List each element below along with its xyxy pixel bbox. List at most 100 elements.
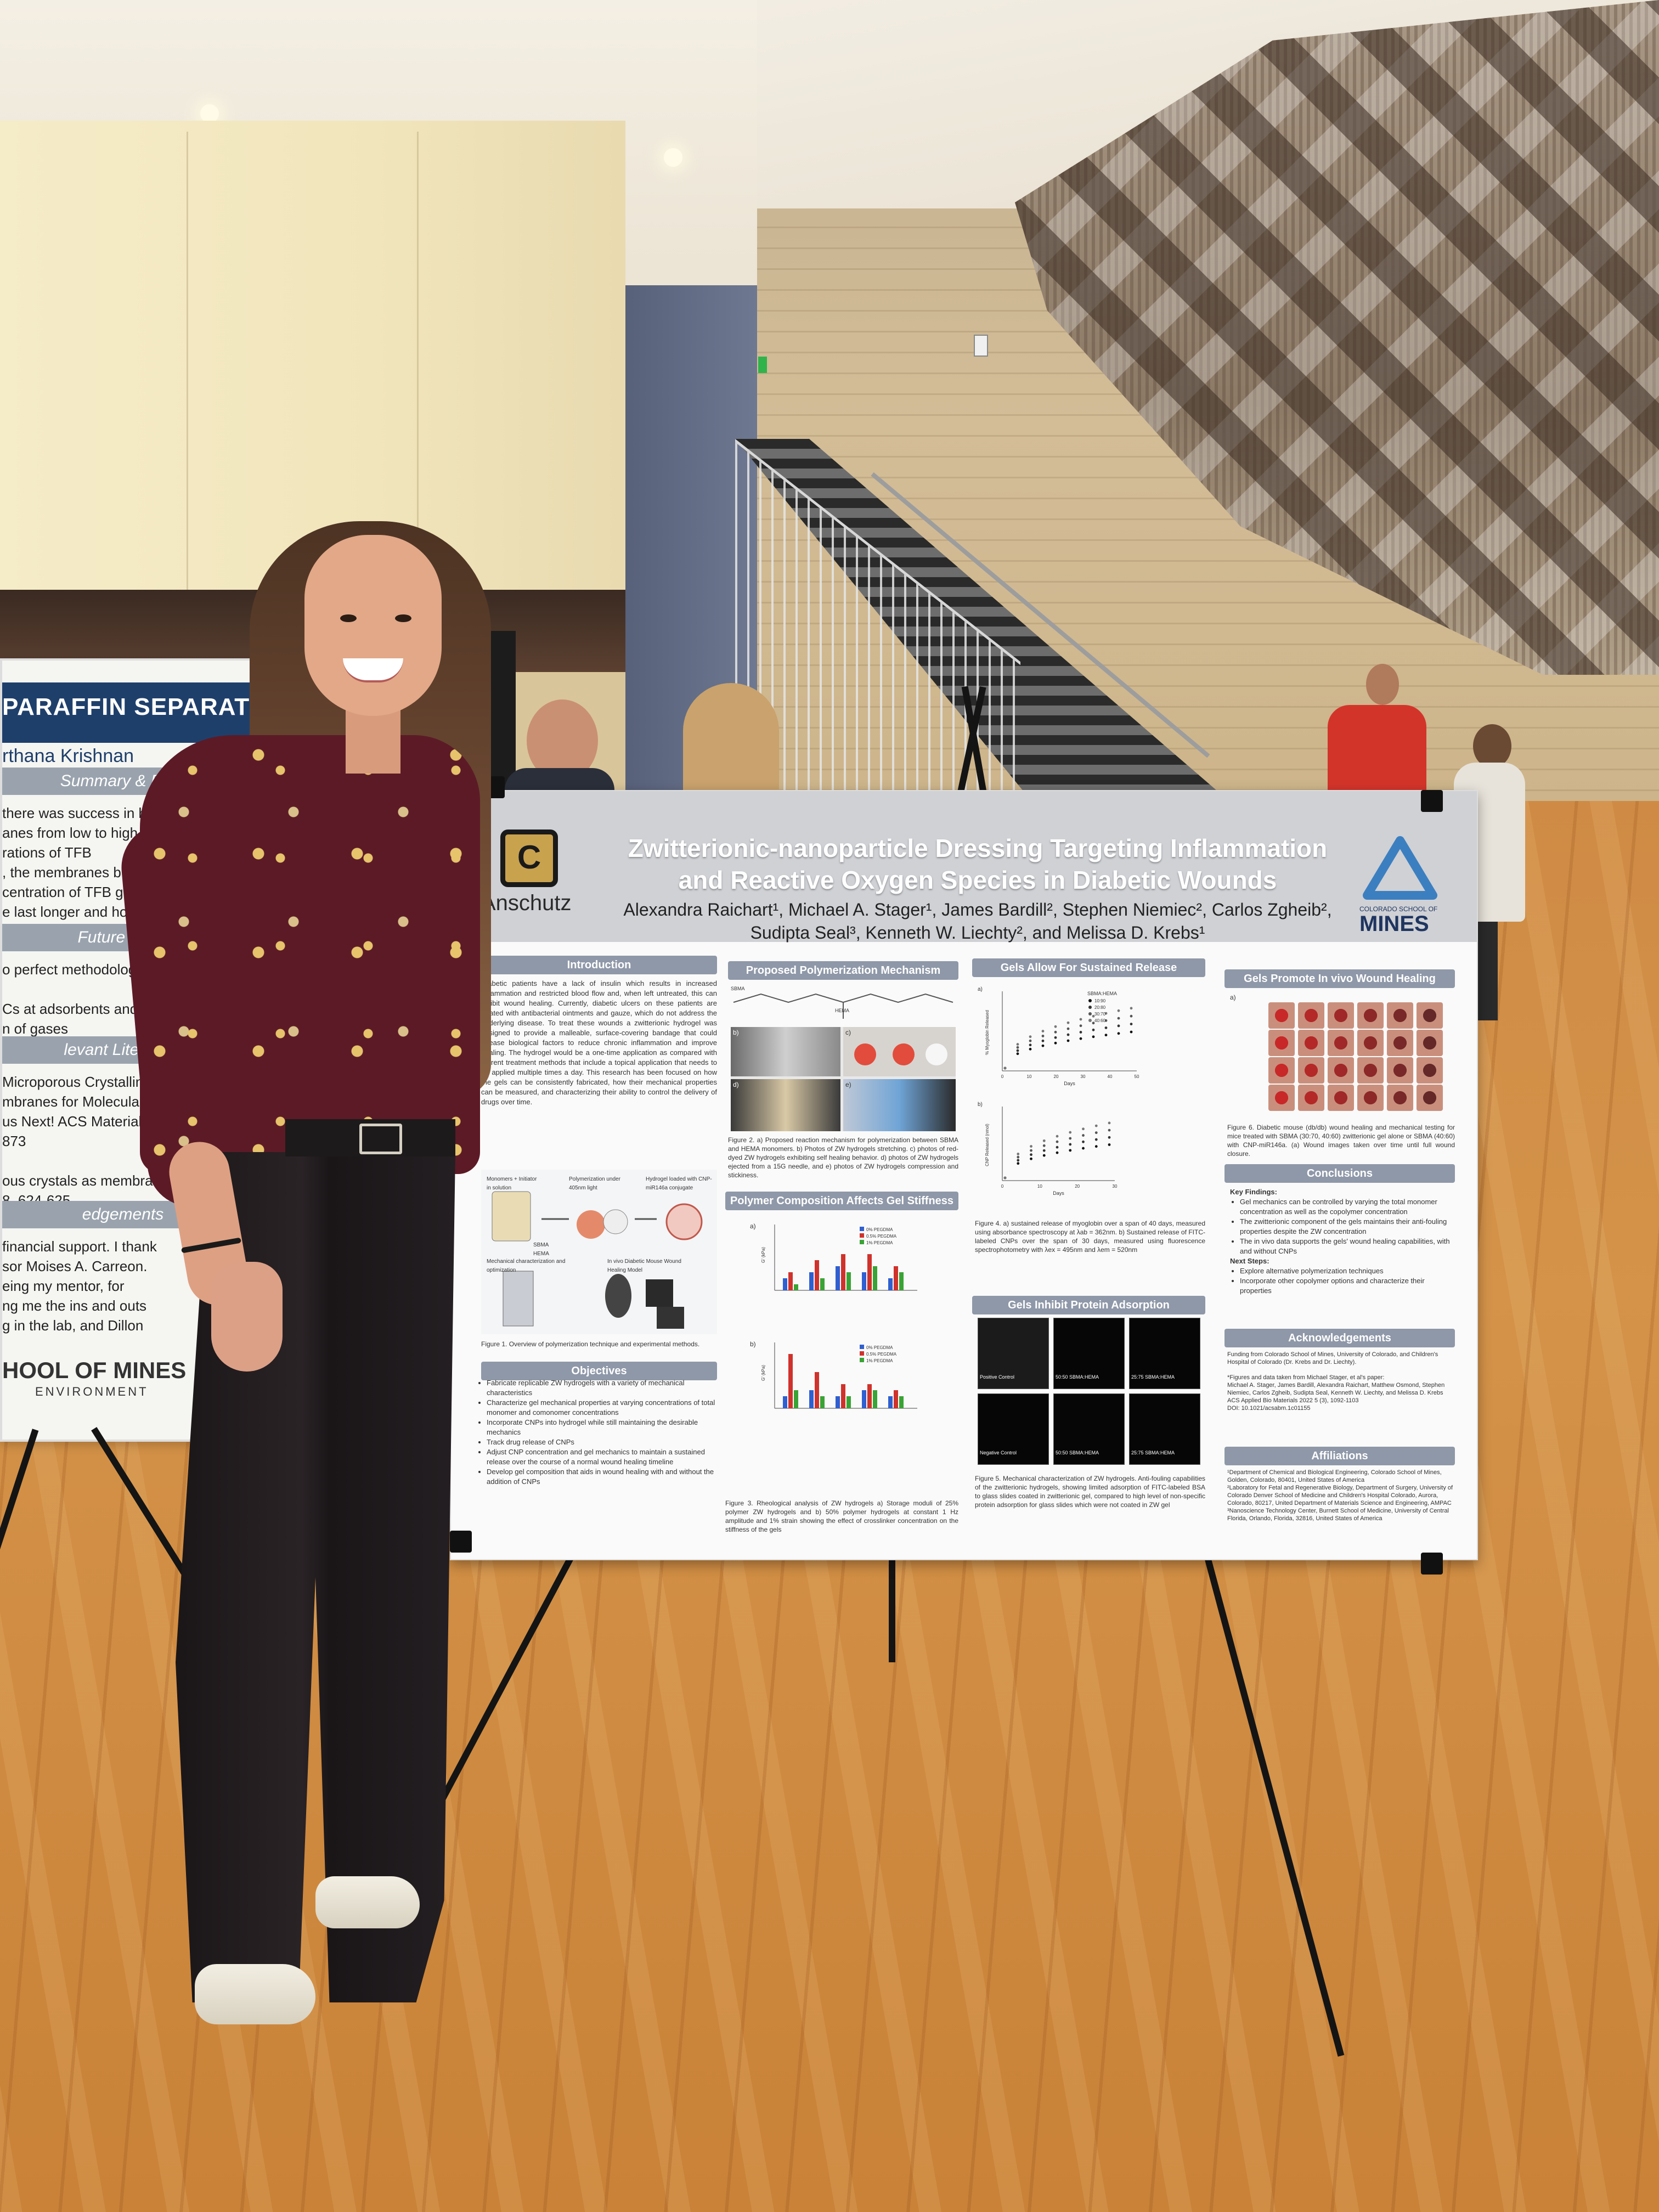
tick-label: 40 <box>1108 1074 1113 1079</box>
wound-photo <box>1298 1030 1324 1056</box>
microscopy-image <box>1129 1393 1200 1465</box>
data-point <box>1066 1033 1070 1036</box>
chart-bar <box>862 1272 866 1290</box>
chart-bar <box>847 1396 851 1408</box>
mines-triangle-icon <box>1363 836 1437 900</box>
figure1-caption: Figure 1. Overview of polymerization tec… <box>481 1340 700 1348</box>
figure5-caption: Figure 5. Mechanical characterization of… <box>975 1475 1205 1509</box>
objective-item: Adjust CNP concentration and gel mechani… <box>487 1447 728 1467</box>
chart-bar <box>873 1390 877 1408</box>
chart-bar <box>820 1396 825 1408</box>
data-point <box>1030 1145 1032 1148</box>
data-point <box>1016 1046 1019 1049</box>
binder-clip-icon <box>450 1531 472 1553</box>
data-point <box>1054 1041 1057 1045</box>
ceiling-light <box>664 148 682 167</box>
objective-item: Fabricate replicable ZW hydrogels with a… <box>487 1378 728 1398</box>
wound-photo <box>1298 1085 1324 1111</box>
objectives-heading: Objectives <box>481 1362 717 1380</box>
data-point <box>1082 1134 1085 1137</box>
microscopy-label: 50:50 SBMA:HEMA <box>1056 1374 1099 1380</box>
woman-face <box>304 535 442 716</box>
microscopy-label: Negative Control <box>980 1450 1017 1455</box>
left-poster-author: rthana Krishnan <box>2 746 134 766</box>
data-point <box>1092 1035 1095 1039</box>
microscopy-image <box>1053 1318 1125 1389</box>
data-point <box>1082 1140 1085 1143</box>
data-point <box>1069 1143 1072 1146</box>
data-point <box>1066 1039 1070 1042</box>
tick-label: 0 <box>1001 1074 1004 1079</box>
axis-label: Days <box>1053 1190 1064 1196</box>
fig1-label: Polymerization under 405nm light <box>569 1176 620 1191</box>
chart-bar <box>788 1354 793 1408</box>
ceiling-light <box>200 104 219 123</box>
data-point <box>1054 1036 1057 1039</box>
mechanism-label: SBMA <box>731 986 745 991</box>
data-point <box>1041 1039 1045 1042</box>
data-point <box>1016 1052 1019 1056</box>
tick-label: 20 <box>1054 1074 1059 1079</box>
protein-heading: Gels Inhibit Protein Adsorption <box>972 1296 1205 1314</box>
acknowledgements-text: Funding from Colorado School of Mines, U… <box>1227 1351 1445 1412</box>
data-point <box>1029 1047 1032 1051</box>
exit-light <box>758 357 767 373</box>
blonde-woman <box>683 683 779 809</box>
wound-photo <box>1417 1030 1443 1056</box>
finding-item: Gel mechanics can be controlled by varyi… <box>1240 1197 1452 1217</box>
chart-bar <box>899 1272 904 1290</box>
fig1-label: Monomers + Initiator in solution <box>487 1176 537 1191</box>
wound-photo <box>1268 1002 1295 1029</box>
tick-label: 10 <box>1037 1184 1042 1189</box>
data-point <box>1017 1155 1020 1159</box>
poster-title-line: and Reactive Oxygen Species in Diabetic … <box>678 866 1277 894</box>
wound-photo <box>1417 1085 1443 1111</box>
legend-label: 20:80 <box>1094 1005 1106 1010</box>
panel-label: b) <box>978 1102 983 1108</box>
legend-swatch <box>860 1227 864 1231</box>
objectives-list: Fabricate replicable ZW hydrogels with a… <box>467 1378 728 1487</box>
data-point <box>1016 1043 1019 1046</box>
wall-panel-seam <box>187 132 188 592</box>
data-point <box>1066 1027 1070 1030</box>
panel-label: a) <box>750 1222 756 1230</box>
chart-bar <box>894 1266 898 1290</box>
red-shirt-man-body <box>1328 705 1426 804</box>
panel-label: a) <box>1230 994 1236 1001</box>
next-step-item: Incorporate other copolymer options and … <box>1240 1276 1452 1296</box>
data-point <box>1041 1035 1045 1037</box>
introduction-heading: Introduction <box>481 956 717 974</box>
chart-bar <box>899 1396 904 1408</box>
data-point <box>1017 1153 1020 1155</box>
data-point <box>1069 1131 1072 1134</box>
left-poster-title: PARAFFIN SEPARATION <box>2 693 263 720</box>
wound-photo <box>1387 1057 1413 1084</box>
figure1-diagram <box>492 1191 703 1329</box>
data-point <box>1054 1030 1057 1034</box>
legend-marker <box>1088 1019 1092 1022</box>
chart-bar <box>888 1278 893 1290</box>
tick-label: 50 <box>1135 1074 1139 1079</box>
chart-bar <box>794 1390 798 1408</box>
tick-label: 10 <box>1027 1074 1032 1079</box>
easel-back-leg <box>889 1536 895 1662</box>
wall-panel-seam <box>417 132 419 592</box>
wound-photo <box>1417 1057 1443 1084</box>
cnp-release-chart: b) CNP Released (nmol) 0 10 20 30 Days <box>978 1102 1118 1196</box>
wound-heading: Gels Promote In vivo Wound Healing <box>1224 969 1455 988</box>
data-point <box>1108 1143 1111 1146</box>
compression-photo <box>843 1079 956 1131</box>
data-point <box>1041 1030 1045 1032</box>
data-point <box>1092 1022 1095 1025</box>
microscopy-label: Positive Control <box>980 1374 1015 1380</box>
poster-header <box>451 791 1477 942</box>
release-heading: Gels Allow For Sustained Release <box>972 958 1205 977</box>
chart-bar <box>820 1278 825 1290</box>
fig1-label: SBMA <box>533 1242 549 1248</box>
legend-label: 0.5% PEGDMA <box>866 1352 897 1357</box>
left-poster-logo-sub: ENVIRONMENT <box>35 1385 149 1398</box>
data-point <box>1030 1149 1032 1152</box>
legend-label: 1% PEGDMA <box>866 1358 893 1363</box>
data-point <box>1042 1144 1046 1147</box>
